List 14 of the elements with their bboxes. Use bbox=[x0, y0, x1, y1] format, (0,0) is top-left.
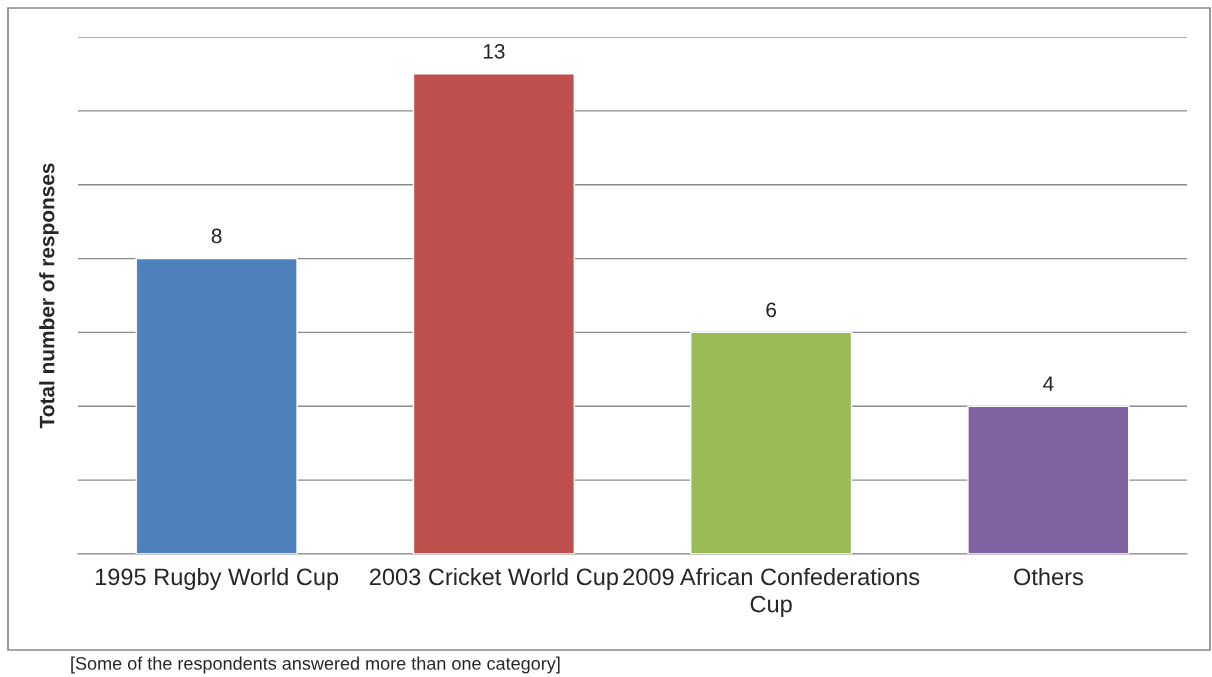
text: [Some of the respondents answered more than one category] bbox=[71, 656, 560, 674]
x-tick-label: 2003 Cricket World Cup bbox=[369, 567, 618, 590]
data-label: 6 bbox=[766, 302, 776, 318]
y-axis-title: Total number of responses bbox=[39, 163, 59, 429]
bar bbox=[690, 331, 853, 554]
x-tick-label: 2009 African Confederations Cup bbox=[623, 567, 920, 618]
data-label: 13 bbox=[483, 43, 505, 59]
x-tick-label: Others bbox=[1014, 567, 1083, 586]
bar bbox=[412, 73, 575, 554]
bar bbox=[135, 257, 298, 554]
data-label: 4 bbox=[1043, 376, 1054, 391]
data-label: 8 bbox=[211, 228, 222, 244]
x-tick-label: 1995 Rugby World Cup bbox=[95, 567, 339, 590]
bar bbox=[967, 405, 1130, 554]
